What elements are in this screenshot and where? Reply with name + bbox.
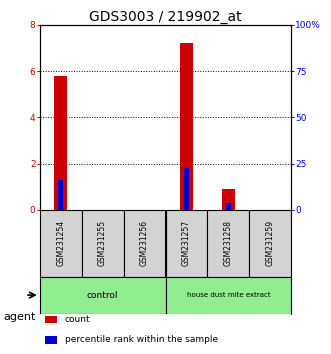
Text: GSM231256: GSM231256 <box>140 220 149 266</box>
Text: count: count <box>65 315 90 324</box>
Bar <box>184 168 189 210</box>
Bar <box>45 336 57 344</box>
Text: control: control <box>87 291 118 299</box>
Text: GSM231259: GSM231259 <box>266 220 275 266</box>
Text: GSM231258: GSM231258 <box>224 220 233 266</box>
Bar <box>166 210 208 276</box>
Bar <box>40 276 166 314</box>
Bar <box>123 210 166 276</box>
Bar <box>180 43 193 210</box>
Bar <box>54 76 67 210</box>
Text: GSM231257: GSM231257 <box>182 220 191 266</box>
Text: house dust mite extract: house dust mite extract <box>187 292 270 298</box>
Title: GDS3003 / 219902_at: GDS3003 / 219902_at <box>89 10 242 24</box>
Text: GSM231255: GSM231255 <box>98 220 107 266</box>
Bar <box>40 210 82 276</box>
Bar <box>249 210 291 276</box>
Bar <box>58 180 63 210</box>
Bar <box>45 316 57 323</box>
Bar <box>208 210 249 276</box>
Text: agent: agent <box>3 312 36 322</box>
Bar <box>166 276 291 314</box>
Bar <box>82 210 123 276</box>
Text: percentile rank within the sample: percentile rank within the sample <box>65 336 218 344</box>
Text: GSM231254: GSM231254 <box>56 220 65 266</box>
Bar <box>226 203 231 210</box>
Bar <box>222 189 235 210</box>
